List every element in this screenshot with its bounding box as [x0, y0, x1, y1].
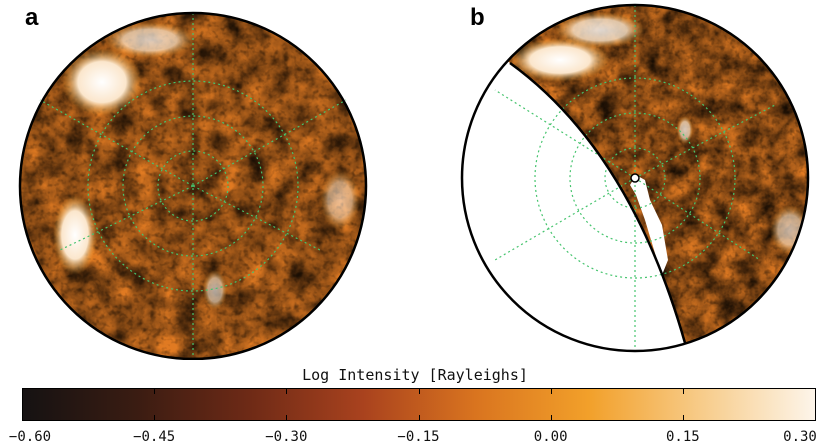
- map-b-grid: [494, 5, 776, 351]
- intensity-map-a: [18, 11, 368, 360]
- colorbar-tick: [286, 388, 288, 421]
- colorbar-tick: [22, 388, 23, 421]
- colorbar-title: Log Intensity [Rayleighs]: [302, 366, 528, 384]
- intensity-map-b: [460, 3, 810, 353]
- colorbar-tick: [682, 388, 684, 421]
- map-b-border: [460, 3, 810, 353]
- colorbar-tick: [550, 388, 552, 421]
- colorbar-tick-label: −0.30: [265, 429, 308, 445]
- colorbar-tick-label: −0.15: [397, 429, 440, 445]
- map-b-boundary-line: [509, 61, 687, 344]
- panel-b-label: b: [470, 4, 485, 31]
- colorbar-tick-label: 0.00: [533, 429, 568, 445]
- colorbar-tick-label: −0.60: [8, 429, 52, 445]
- map-a-image: [20, 13, 366, 359]
- colorbar-tick-label: −0.45: [133, 429, 176, 445]
- map-b-gap: [630, 175, 668, 275]
- panel-a-label: a: [25, 4, 39, 31]
- colorbar-tick-label: 0.30: [783, 429, 817, 445]
- map-b-center-marker: [630, 173, 640, 183]
- colorbar-tick-label: 0.15: [665, 429, 700, 445]
- colorbar-tick: [154, 388, 156, 421]
- colorbar-tick: [815, 388, 816, 421]
- map-a-grid: [39, 13, 347, 359]
- map-a-border: [18, 11, 368, 360]
- colorbar-tick: [418, 388, 420, 421]
